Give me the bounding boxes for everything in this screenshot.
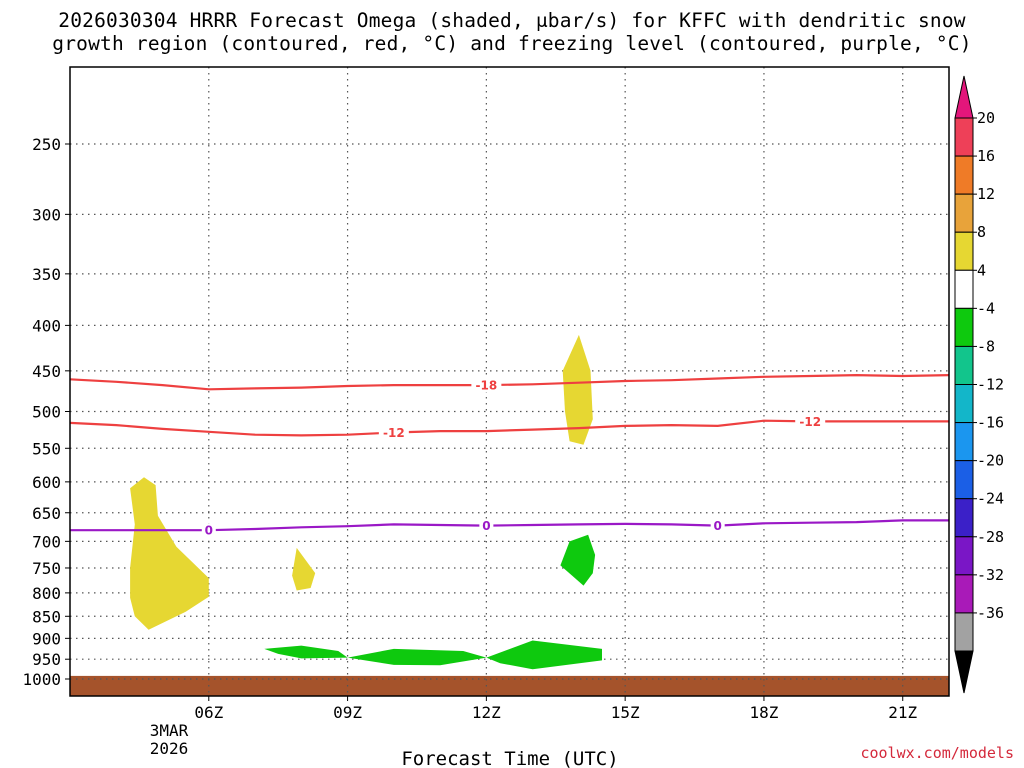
x-tick-label: 21Z	[888, 703, 917, 722]
contour-label: -18	[476, 379, 498, 393]
omega-shaded-region	[130, 477, 209, 630]
omega-shaded-region	[562, 334, 593, 445]
colorbar-swatch	[954, 155, 974, 195]
colorbar-label: 16	[977, 147, 995, 165]
colorbar-label: -12	[977, 376, 1004, 394]
x-axis-label: Forecast Time (UTC)	[401, 748, 618, 768]
x-date-label-year: 2026	[150, 739, 189, 758]
y-tick-label: 650	[32, 504, 61, 523]
y-tick-label: 750	[32, 559, 61, 578]
colorbar-swatch	[954, 422, 974, 462]
y-tick-label: 550	[32, 439, 61, 458]
y-tick-label: 350	[32, 265, 61, 284]
x-tick-label: 09Z	[333, 703, 362, 722]
x-tick-label: 18Z	[749, 703, 778, 722]
contour-label-bg	[471, 378, 502, 393]
contour-label: 0	[205, 524, 213, 538]
colorbar-swatch	[954, 231, 974, 271]
ground-strip	[70, 675, 949, 696]
colorbar-label: 20	[977, 109, 995, 127]
colorbar-swatch	[954, 536, 974, 576]
contour-label: -12	[799, 415, 821, 429]
colorbar-label: -32	[977, 566, 1004, 584]
contour-label: 0	[714, 519, 722, 533]
x-tick-label: 06Z	[194, 703, 223, 722]
contour-label: -12	[383, 426, 405, 440]
y-tick-label: 700	[32, 532, 61, 551]
omega-shaded-region	[347, 648, 487, 666]
colorbar-label: -16	[977, 414, 1004, 432]
contour-line	[70, 519, 949, 532]
colorbar-label: 8	[977, 223, 986, 241]
contour-label-bg	[795, 414, 826, 429]
colorbar-swatch	[954, 384, 974, 424]
colorbar-swatch	[954, 498, 974, 538]
chart-title-line-2: growth region (contoured, red, °C) and f…	[52, 32, 972, 55]
colorbar-label: -4	[977, 299, 995, 317]
colorbar-swatch	[954, 612, 974, 652]
plot-frame	[69, 66, 950, 697]
contour-label-bg	[378, 425, 409, 440]
y-tick-label: 500	[32, 403, 61, 422]
omega-shaded-region	[292, 547, 316, 591]
colorbar-swatch	[954, 269, 974, 309]
chart-title-line-1: 2026030304 HRRR Forecast Omega (shaded, …	[58, 9, 966, 32]
omega-shaded-region	[486, 640, 602, 670]
contour-label-bg	[479, 518, 494, 533]
x-tick-label: 15Z	[611, 703, 640, 722]
y-tick-label: 800	[32, 584, 61, 603]
colorbar-label: -8	[977, 337, 995, 355]
y-tick-label: 450	[32, 362, 61, 381]
contour-line	[69, 373, 950, 391]
x-date-label-day: 3MAR	[150, 721, 189, 740]
y-tick-label: 850	[32, 607, 61, 626]
omega-shaded-region	[560, 534, 596, 586]
colorbar-label: -24	[977, 490, 1004, 508]
y-tick-label: 950	[32, 650, 61, 669]
contour-label-bg	[201, 523, 216, 538]
colorbar-top-arrow	[954, 75, 974, 119]
colorbar-label: -36	[977, 604, 1004, 622]
y-tick-label: 900	[32, 629, 61, 648]
colorbar-label: 4	[977, 261, 986, 279]
colorbar-swatch	[954, 574, 974, 614]
colorbar-swatch	[954, 345, 974, 385]
colorbar-label: 12	[977, 185, 995, 203]
colorbar-swatch	[954, 307, 974, 347]
colorbar-swatch	[954, 117, 974, 157]
colorbar-swatch	[954, 460, 974, 500]
colorbar-label: -20	[977, 452, 1004, 470]
y-tick-label: 600	[32, 473, 61, 492]
y-tick-label: 250	[32, 135, 61, 154]
y-tick-label: 1000	[22, 670, 61, 689]
y-tick-label: 300	[32, 205, 61, 224]
contour-label-bg	[710, 518, 725, 533]
contour-label: 0	[482, 519, 490, 533]
colorbar-bottom-arrow	[954, 650, 974, 694]
y-tick-label: 400	[32, 316, 61, 335]
colorbar-swatch	[954, 193, 974, 233]
x-tick-label: 12Z	[472, 703, 501, 722]
credit-label: coolwx.com/models	[860, 744, 1014, 762]
colorbar-label: -28	[977, 528, 1004, 546]
omega-shaded-region	[264, 645, 348, 659]
